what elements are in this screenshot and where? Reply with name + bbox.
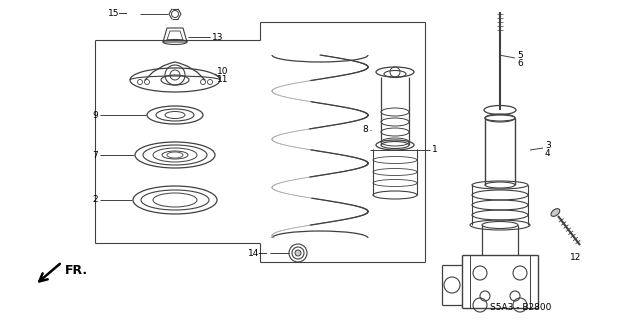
Text: 1: 1 [432,146,438,155]
Text: 8: 8 [362,125,368,134]
Text: 10: 10 [217,68,228,76]
Text: 15—: 15— [108,10,129,19]
Text: 6: 6 [517,59,523,68]
Text: 4: 4 [545,149,550,158]
Text: 2: 2 [92,196,98,204]
Ellipse shape [551,209,560,216]
Text: 5: 5 [517,51,523,60]
Text: 11: 11 [217,76,228,84]
Circle shape [295,250,301,256]
Text: 9: 9 [92,110,98,119]
Text: 14—: 14— [248,249,268,258]
Text: S5A3 - B2800: S5A3 - B2800 [490,303,552,313]
Text: 3: 3 [545,141,551,150]
Text: 12: 12 [570,253,582,262]
Text: 7: 7 [92,150,98,159]
Text: FR.: FR. [65,263,88,276]
Text: 13: 13 [212,33,223,42]
